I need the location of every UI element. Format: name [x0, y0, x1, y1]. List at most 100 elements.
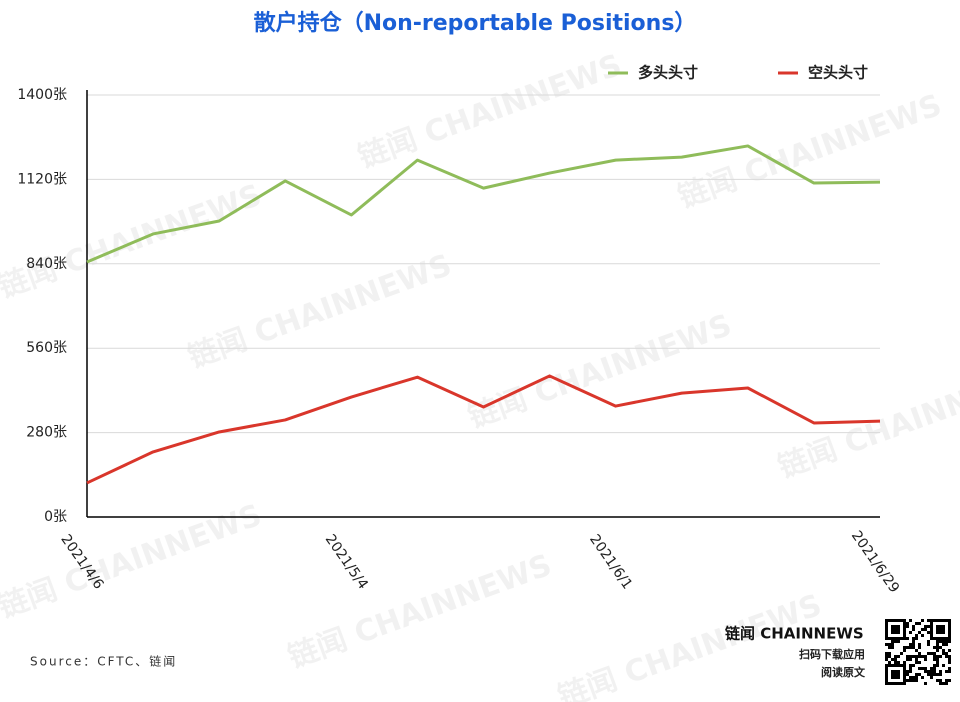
qr-cell [924, 670, 927, 673]
qr-cell [930, 652, 933, 655]
qr-cell [930, 622, 933, 625]
qr-cell [885, 664, 888, 667]
qr-cell [894, 655, 897, 658]
qr-cell [891, 637, 894, 640]
qr-cell [906, 625, 909, 628]
qr-cell [885, 670, 888, 673]
y-tick-label: 1120张 [17, 171, 67, 187]
read-text: 阅读原文 [821, 665, 866, 679]
series-line [86, 374, 881, 485]
qr-cell [888, 619, 891, 622]
qr-cell [885, 673, 888, 676]
qr-cell [903, 625, 906, 628]
qr-cell [927, 643, 930, 646]
qr-cell [909, 676, 912, 679]
qr-cell [885, 676, 888, 679]
qr-cell [948, 655, 951, 658]
qr-cell [891, 682, 894, 685]
legend-label: 多头头寸 [638, 64, 698, 82]
qr-cell [885, 643, 888, 646]
qr-cell [891, 625, 894, 628]
qr-cell [903, 634, 906, 637]
qr-cell [933, 652, 936, 655]
qr-cell [897, 631, 900, 634]
qr-cell [948, 661, 951, 664]
qr-cell [936, 643, 939, 646]
watermark: 链闻 CHAINNEWS [554, 588, 827, 702]
qr-cell [930, 628, 933, 631]
qr-cell [927, 640, 930, 643]
qr-cell [918, 667, 921, 670]
qr-cell [885, 658, 888, 661]
y-tick-label: 0张 [44, 509, 67, 525]
qr-cell [906, 622, 909, 625]
qr-cell [945, 655, 948, 658]
qr-cell [900, 682, 903, 685]
qr-cell [915, 679, 918, 682]
qr-cell [948, 628, 951, 631]
qr-cell [906, 673, 909, 676]
qr-cell [891, 673, 894, 676]
qr-cell [945, 640, 948, 643]
qr-cell [909, 655, 912, 658]
qr-cell [930, 634, 933, 637]
qr-cell [936, 664, 939, 667]
qr-cell [912, 664, 915, 667]
qr-cell [909, 646, 912, 649]
qr-cell [912, 628, 915, 631]
qr-cell [915, 637, 918, 640]
y-tick-label: 560张 [26, 340, 67, 356]
qr-cell [933, 655, 936, 658]
qr-cell [936, 655, 939, 658]
qr-cell [942, 637, 945, 640]
qr-cell [903, 676, 906, 679]
qr-cell [888, 652, 891, 655]
qr-cell [891, 640, 894, 643]
qr-cell [900, 652, 903, 655]
qr-cell [933, 664, 936, 667]
qr-cell [885, 637, 888, 640]
qr-cell [891, 628, 894, 631]
qr-cell [936, 661, 939, 664]
qr-cell [918, 631, 921, 634]
qr-cell [888, 643, 891, 646]
qr-cell [936, 658, 939, 661]
qr-cell [897, 637, 900, 640]
qr-cell [885, 619, 888, 622]
qr-cell [939, 625, 942, 628]
qr-cell [894, 676, 897, 679]
qr-cell [918, 652, 921, 655]
qr-cell [912, 643, 915, 646]
qr-cell [885, 652, 888, 655]
qr-cell [933, 646, 936, 649]
qr-cell [903, 679, 906, 682]
qr-cell [948, 640, 951, 643]
qr-cell [927, 625, 930, 628]
qr-cell [948, 658, 951, 661]
qr-cell [948, 637, 951, 640]
qr-cell [894, 637, 897, 640]
qr-cell [933, 670, 936, 673]
qr-cell [894, 619, 897, 622]
x-tick-label: 2021/5/4 [322, 532, 371, 593]
qr-cell [924, 628, 927, 631]
qr-cell [918, 622, 921, 625]
qr-cell [885, 622, 888, 625]
watermark: 链闻 CHAINNEWS [284, 548, 557, 676]
qr-cell [897, 628, 900, 631]
qr-cell [942, 643, 945, 646]
qr-cell [900, 619, 903, 622]
qr-cell [942, 682, 945, 685]
qr-cell [918, 655, 921, 658]
qr-cell [903, 649, 906, 652]
qr-cell [903, 628, 906, 631]
qr-cell [924, 658, 927, 661]
qr-cell [939, 670, 942, 673]
qr-cell [891, 646, 894, 649]
qr-cell [897, 664, 900, 667]
qr-cell [894, 628, 897, 631]
qr-cell [888, 682, 891, 685]
qr-cell [909, 664, 912, 667]
qr-cell [939, 682, 942, 685]
qr-cell [930, 631, 933, 634]
